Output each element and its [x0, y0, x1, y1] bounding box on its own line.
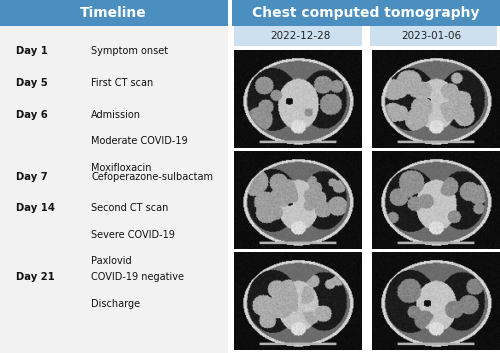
- Text: Moderate COVID-19: Moderate COVID-19: [91, 136, 188, 146]
- Text: Chest computed tomography: Chest computed tomography: [252, 6, 480, 20]
- Text: COVID-19 negative: COVID-19 negative: [91, 272, 184, 282]
- Text: First CT scan: First CT scan: [91, 78, 153, 88]
- Text: Discharge: Discharge: [91, 299, 140, 309]
- FancyBboxPatch shape: [232, 0, 500, 353]
- FancyBboxPatch shape: [232, 0, 500, 26]
- Text: 2022-12-28: 2022-12-28: [270, 31, 330, 41]
- Text: Moxifloxacin: Moxifloxacin: [91, 163, 152, 173]
- FancyBboxPatch shape: [0, 0, 228, 26]
- Text: Day 1: Day 1: [16, 46, 48, 56]
- Text: Symptom onset: Symptom onset: [91, 46, 168, 56]
- Text: Severe COVID-19: Severe COVID-19: [91, 230, 175, 240]
- Text: Day 21: Day 21: [16, 272, 54, 282]
- FancyBboxPatch shape: [234, 26, 362, 46]
- Text: Admission: Admission: [91, 110, 141, 120]
- Text: Day 7: Day 7: [16, 172, 48, 181]
- FancyBboxPatch shape: [370, 26, 498, 46]
- Text: 2023-01-06: 2023-01-06: [402, 31, 462, 41]
- FancyBboxPatch shape: [0, 0, 228, 353]
- Text: Cefoperazone-sulbactam: Cefoperazone-sulbactam: [91, 172, 213, 181]
- Text: Paxlovid: Paxlovid: [91, 256, 132, 266]
- Text: Second CT scan: Second CT scan: [91, 203, 168, 213]
- Text: Day 5: Day 5: [16, 78, 48, 88]
- Text: Day 14: Day 14: [16, 203, 55, 213]
- Text: Timeline: Timeline: [80, 6, 147, 20]
- Text: Day 6: Day 6: [16, 110, 48, 120]
